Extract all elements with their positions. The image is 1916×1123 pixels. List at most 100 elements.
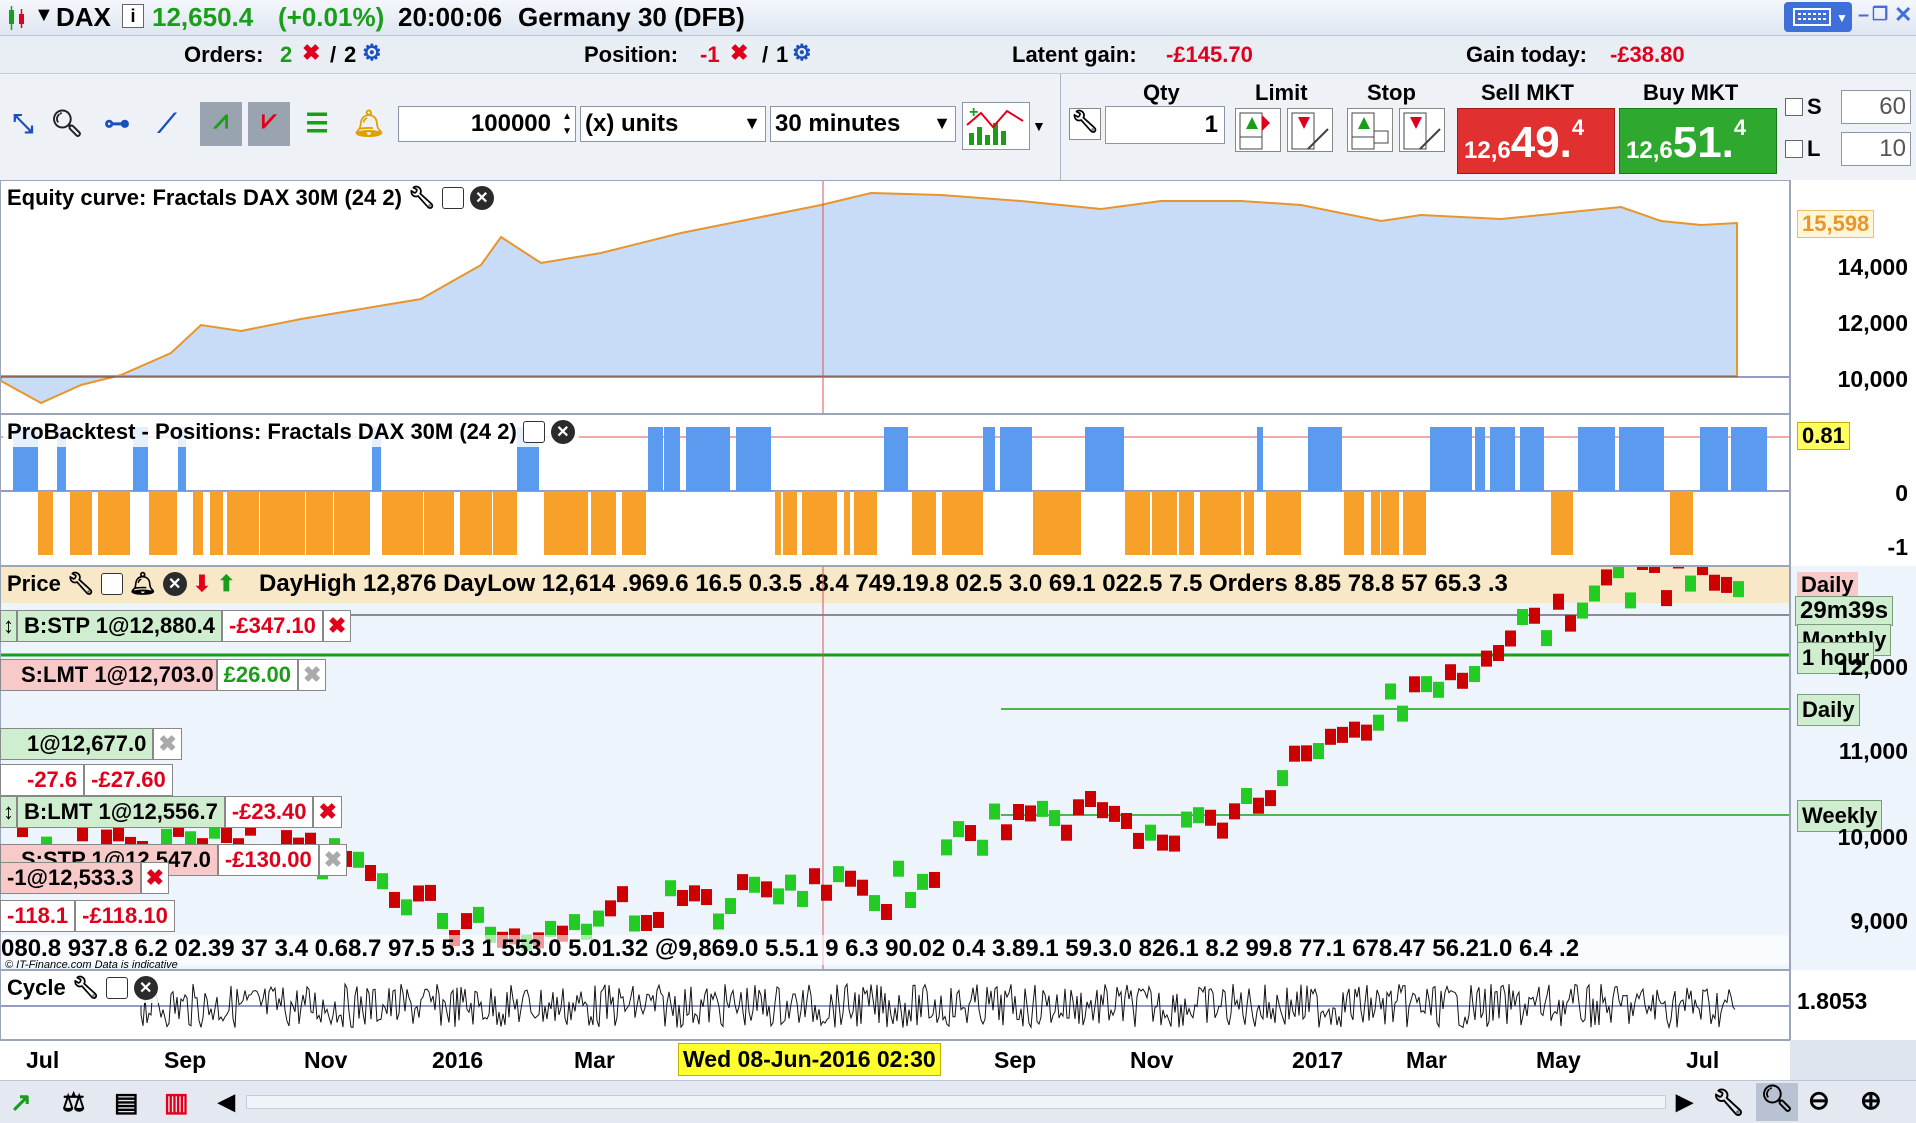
- bear-candle: [365, 864, 376, 881]
- price-tick: 10,000: [1837, 824, 1908, 850]
- sell-arrow-icon[interactable]: ⬇: [192, 571, 212, 596]
- equity-current: 15,598: [1797, 210, 1875, 238]
- short-position-bar: [1266, 491, 1301, 555]
- equity-curve-panel[interactable]: Equity curve: Fractals DAX 30M (24 2) 🔧︎…: [0, 180, 1790, 414]
- crosshair-line-icon[interactable]: ⊶: [104, 108, 130, 138]
- ticket-cancel-icon[interactable]: ✖: [297, 659, 327, 691]
- keyboard-icon[interactable]: ▼: [1784, 2, 1852, 32]
- timeframe-chevron-icon[interactable]: ▼: [933, 113, 951, 133]
- price-close-icon[interactable]: ✕: [162, 572, 187, 596]
- ticket-position-long-gain: -27.6 -£27.60: [0, 764, 173, 796]
- cycle-maximize-icon[interactable]: [105, 977, 128, 999]
- candlestick-icon[interactable]: [6, 6, 28, 30]
- bull-candle: [629, 915, 640, 932]
- scroll-right-icon[interactable]: ▶: [1676, 1089, 1693, 1114]
- drag-handle-icon[interactable]: ↕: [0, 796, 17, 828]
- ticket-buy-stop[interactable]: ↕ B:STP 1@12,880.4 -£347.10 ✖: [0, 610, 352, 642]
- ticket-position-long[interactable]: 1@12,677.0 ✖: [0, 728, 182, 760]
- cycle-panel[interactable]: Cycle 🔧︎ ✕: [0, 970, 1790, 1040]
- drag-handle-icon[interactable]: ↕: [0, 610, 17, 642]
- chevron-down-icon[interactable]: ▼: [743, 113, 761, 133]
- ticket-position-short[interactable]: -1@12,533.3 ✖: [0, 862, 170, 894]
- scroll-left-icon[interactable]: ◀: [218, 1089, 235, 1114]
- channel-icon[interactable]: ⩘: [200, 102, 242, 146]
- wrench-icon[interactable]: 🔧︎: [1069, 108, 1101, 140]
- spin-icon[interactable]: ▲ ▼: [562, 111, 572, 137]
- bear-candle: [1697, 567, 1708, 576]
- position-gear-icon[interactable]: ⚙: [792, 40, 812, 65]
- notes-icon[interactable]: ▤: [114, 1087, 139, 1117]
- cycle-wrench-icon[interactable]: 🔧︎: [71, 975, 100, 1000]
- bear-candle: [1601, 569, 1612, 586]
- positions-panel[interactable]: ProBacktest - Positions: Fractals DAX 30…: [0, 414, 1790, 566]
- auto-scroll-icon[interactable]: ↗: [10, 1087, 32, 1117]
- close-position-icon[interactable]: ✖: [730, 40, 749, 65]
- positions-maximize-icon[interactable]: [522, 421, 545, 443]
- cancel-orders-icon[interactable]: ✖: [302, 40, 321, 65]
- qty-input[interactable]: 1: [1105, 106, 1225, 144]
- ticket-sell-limit[interactable]: S:LMT 1@12,703.0 £26.00 ✖: [0, 659, 327, 691]
- indicators-icon[interactable]: +: [962, 102, 1030, 150]
- indicators-chevron-icon[interactable]: ▼: [1032, 118, 1046, 134]
- bear-candle: [1709, 574, 1720, 591]
- ticket-cancel-icon[interactable]: ✖: [140, 862, 170, 894]
- account-status-bar: Orders: 2 ✖ / 2 ⚙ Position: -1 ✖ / 1 ⚙ L…: [0, 36, 1916, 74]
- gear-icon[interactable]: ⚙: [362, 40, 382, 65]
- scale-settings-icon[interactable]: 🔧︎: [1712, 1087, 1746, 1117]
- long-position-bar: [1257, 427, 1263, 491]
- ticket-cancel-icon[interactable]: ✖: [153, 728, 182, 760]
- layout-icon[interactable]: ▥: [164, 1087, 189, 1117]
- alert-bell-icon[interactable]: 🔔︎: [352, 108, 386, 138]
- minimize-icon[interactable]: –: [1858, 4, 1870, 26]
- zoom-in-icon[interactable]: ⊕: [1860, 1085, 1882, 1115]
- units-select[interactable]: (x) units ▼: [580, 106, 766, 142]
- scale-icon[interactable]: ⚖: [62, 1087, 86, 1117]
- sell-mkt-button[interactable]: 12,6 49. 4: [1457, 108, 1615, 174]
- amount-input[interactable]: 100000 ▲ ▼: [398, 106, 576, 142]
- trendline-icon[interactable]: ⟋: [157, 108, 177, 138]
- ticket-cancel-icon[interactable]: ✖: [313, 796, 342, 828]
- zoom-icon[interactable]: 🔍︎: [50, 108, 84, 138]
- l-checkbox[interactable]: [1785, 140, 1803, 158]
- limit-sell-icon[interactable]: [1287, 108, 1333, 152]
- fibonacci-icon[interactable]: ☰: [305, 108, 329, 138]
- zoom-fit-icon[interactable]: 🔍︎: [1756, 1083, 1798, 1121]
- buy-mkt-button[interactable]: 12,6 51. 4: [1619, 108, 1777, 174]
- bull-candle: [1469, 666, 1480, 683]
- symbol[interactable]: DAX: [56, 2, 111, 32]
- info-icon[interactable]: i: [122, 4, 144, 28]
- s-input[interactable]: 60: [1841, 90, 1911, 124]
- instrument-header: ▼ DAX i 12,650.4 (+0.01%) 20:00:06 Germa…: [0, 0, 1916, 36]
- equity-maximize-icon[interactable]: [441, 187, 464, 209]
- price-wrench-icon[interactable]: 🔧︎: [66, 571, 95, 596]
- ticket-buy-limit[interactable]: ↕ B:LMT 1@12,556.7 -£23.40 ✖: [0, 796, 342, 828]
- fractal-icon[interactable]: ⩗: [248, 102, 290, 146]
- price-alert-icon[interactable]: 🔔︎: [128, 571, 157, 596]
- buy-arrow-icon[interactable]: ⬆: [217, 571, 236, 596]
- ticket-cancel-icon[interactable]: ✖: [318, 844, 348, 876]
- price-maximize-icon[interactable]: [100, 573, 123, 595]
- equity-wrench-icon[interactable]: 🔧︎: [407, 185, 436, 210]
- positions-close-icon[interactable]: ✕: [550, 420, 575, 444]
- l-input[interactable]: 10: [1841, 132, 1911, 166]
- close-icon[interactable]: ✕: [1894, 2, 1913, 27]
- cursor-icon[interactable]: ⤡: [12, 108, 34, 138]
- ticket-gain: -£347.10: [222, 610, 323, 642]
- bull-candle: [797, 890, 808, 907]
- ticket-cancel-icon[interactable]: ✖: [322, 610, 352, 642]
- stop-buy-icon[interactable]: [1347, 108, 1393, 152]
- cycle-close-icon[interactable]: ✕: [133, 976, 158, 1000]
- caret-down-icon[interactable]: ▼: [34, 4, 54, 26]
- zoom-out-icon[interactable]: ⊖: [1808, 1085, 1830, 1115]
- timeframe-select[interactable]: 30 minutes ▼: [770, 106, 956, 142]
- short-position-bar: [260, 491, 305, 555]
- time-label: May: [1536, 1047, 1581, 1073]
- s-checkbox[interactable]: [1785, 98, 1803, 116]
- time-label: Jul: [26, 1047, 60, 1073]
- horizontal-scrollbar[interactable]: [246, 1095, 1666, 1109]
- restore-icon[interactable]: ❐: [1872, 4, 1889, 24]
- equity-close-icon[interactable]: ✕: [469, 186, 494, 210]
- price-tick: 12,000: [1837, 654, 1908, 680]
- limit-buy-icon[interactable]: [1235, 108, 1281, 152]
- stop-sell-icon[interactable]: [1399, 108, 1445, 152]
